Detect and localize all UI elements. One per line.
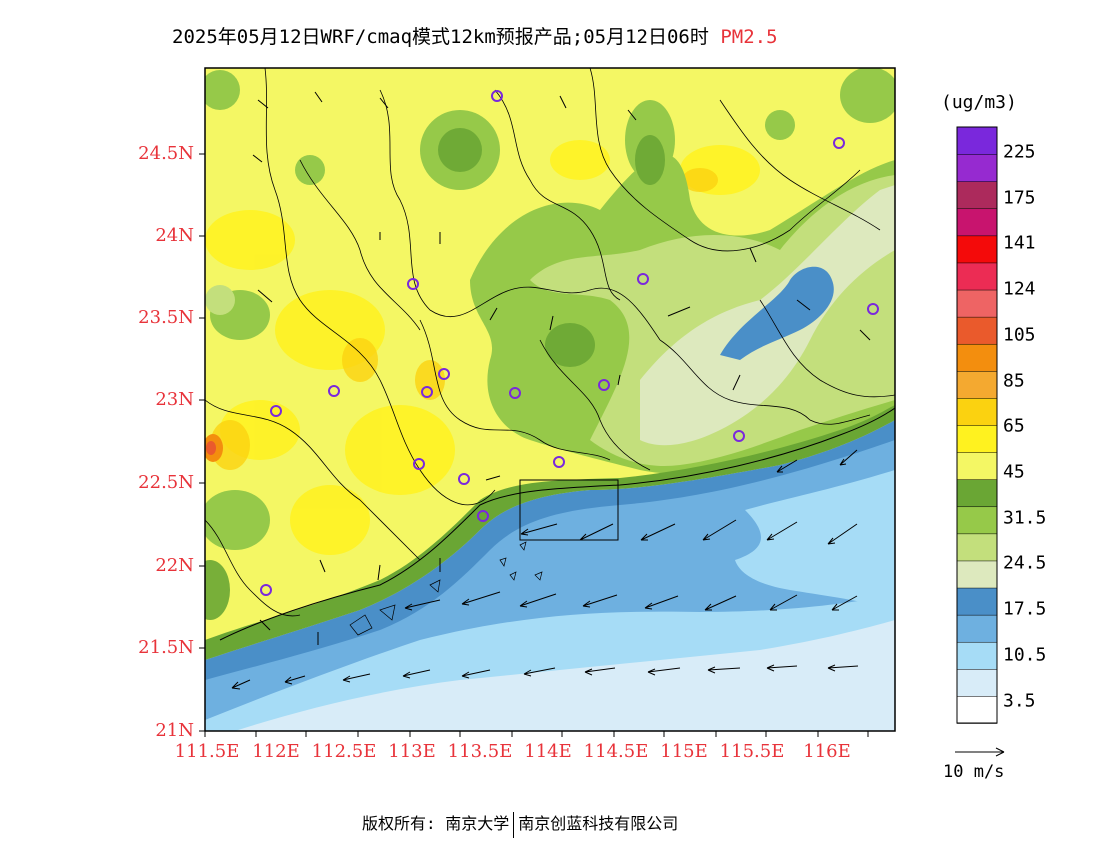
colorbar [956, 126, 998, 724]
lat-label: 24.5N [138, 143, 194, 164]
lat-label: 21N [155, 720, 194, 741]
colorbar-label: 175 [1003, 187, 1036, 209]
lon-label: 115E [660, 741, 708, 762]
colorbar-swatch [956, 614, 998, 643]
colorbar-label: 124 [1003, 278, 1036, 300]
lon-label: 111.5E [174, 741, 240, 762]
colorbar-label: 85 [1003, 370, 1025, 392]
lon-label: 115.5E [719, 741, 785, 762]
map-title: 2025年05月12日WRF/cmaq模式12km预报产品;05月12日06时 … [172, 22, 778, 49]
colorbar-swatch [956, 478, 998, 508]
colorbar-label: 10.5 [1003, 644, 1047, 666]
colorbar-swatch [956, 235, 998, 264]
colorbar-swatch [956, 153, 998, 182]
title-variable: PM2.5 [720, 26, 778, 48]
colorbar-swatch [956, 289, 998, 318]
colorbar-swatch [956, 560, 998, 589]
lon-label: 113.5E [447, 741, 513, 762]
lat-label: 23.5N [138, 307, 194, 328]
colorbar-swatch [956, 506, 998, 535]
colorbar-swatch [956, 370, 998, 399]
colorbar-label: 24.5 [1003, 552, 1047, 574]
lon-label: 112E [252, 741, 300, 762]
colorbar-label: 65 [1003, 415, 1025, 437]
wind-scale-label: 10 m/s [943, 762, 1005, 782]
colorbar-swatch [956, 180, 998, 210]
colorbar-swatch [956, 262, 998, 291]
colorbar-label: 105 [1003, 324, 1036, 346]
colorbar-swatch [956, 126, 998, 155]
lon-label: 114E [524, 741, 572, 762]
lat-label: 22.5N [138, 472, 194, 493]
copyright-footer: 版权所有: 南京大学 南京创蓝科技有限公司 [362, 810, 678, 838]
colorbar-label: 225 [1003, 141, 1036, 163]
footer-right: 南京创蓝科技有限公司 [518, 814, 679, 833]
lon-label: 116E [803, 741, 851, 762]
lon-label: 112.5E [311, 741, 377, 762]
colorbar-swatch [956, 533, 998, 562]
colorbar-swatch [956, 343, 998, 372]
colorbar-label: 45 [1003, 461, 1025, 483]
wind-vectors [231, 91, 871, 690]
concentration-field [205, 68, 895, 731]
colorbar-label: 141 [1003, 232, 1036, 254]
colorbar-swatch [956, 424, 998, 453]
colorbar-label: 17.5 [1003, 598, 1047, 620]
title-main: 2025年05月12日WRF/cmaq模式12km预报产品;05月12日06时 [172, 26, 709, 48]
colorbar-label: 3.5 [1003, 690, 1036, 712]
lon-label: 114.5E [583, 741, 649, 762]
colorbar-swatch [956, 641, 998, 670]
colorbar-swatch [956, 208, 998, 237]
footer-separator [513, 811, 515, 838]
lat-label: 22N [155, 555, 194, 576]
lat-label: 23N [155, 389, 194, 410]
colorbar-swatch [956, 397, 998, 426]
colorbar-swatch [956, 451, 998, 480]
colorbar-label: 31.5 [1003, 507, 1047, 529]
colorbar-unit: (ug/m3) [941, 92, 1017, 113]
axis-ticks [199, 153, 869, 737]
colorbar-swatch [956, 695, 998, 724]
colorbar-swatch [956, 587, 998, 616]
lat-label: 21.5N [138, 637, 194, 658]
lat-label: 24N [155, 225, 194, 246]
colorbar-swatch [956, 316, 998, 345]
lon-label: 113E [388, 741, 436, 762]
wind-scale-arrow [955, 747, 1005, 757]
colorbar-swatch [956, 668, 998, 697]
footer-left: 版权所有: 南京大学 [362, 814, 510, 833]
